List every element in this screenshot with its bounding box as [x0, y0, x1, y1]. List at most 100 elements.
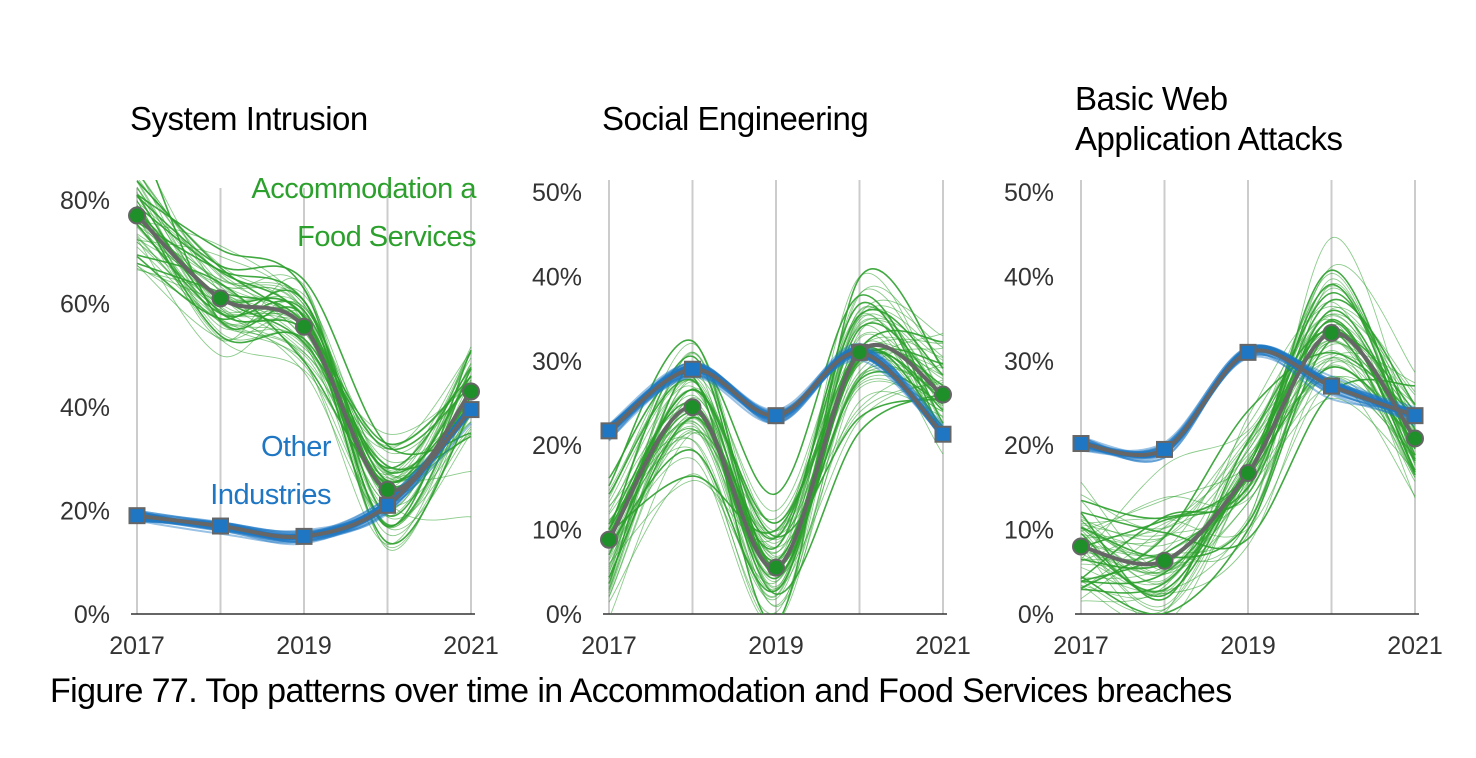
industry-simulation-line — [608, 308, 944, 540]
y-tick-label: 0% — [1018, 601, 1054, 629]
chart-title: Application Attacks — [1075, 120, 1343, 157]
industry-simulation-line — [608, 378, 944, 561]
other-data-point — [379, 496, 396, 514]
industry-simulation-line — [1080, 305, 1416, 614]
y-tick-label: 10% — [1004, 517, 1054, 545]
other-data-point — [1323, 377, 1340, 395]
industry-simulation-line — [1080, 378, 1416, 550]
other-data-point — [767, 407, 785, 425]
other-data-point — [128, 507, 146, 525]
y-tick-label: 50% — [532, 179, 582, 207]
industry-data-point — [1406, 429, 1424, 448]
y-tick-label: 80% — [60, 187, 110, 215]
industry-simulation-line — [608, 364, 944, 603]
industry-data-point — [211, 289, 230, 308]
industry-data-point — [128, 206, 146, 225]
other-data-point — [1156, 440, 1173, 458]
other-data-point — [600, 422, 618, 440]
industry-simulation-line — [136, 193, 472, 517]
y-tick-label: 20% — [60, 498, 110, 526]
industry-simulation-line — [608, 333, 944, 614]
industry-simulation-line — [608, 348, 944, 565]
x-tick-label: 2017 — [1053, 632, 1109, 660]
y-tick-label: 30% — [1004, 348, 1054, 376]
industry-data-point — [934, 385, 952, 404]
chart-panel-2: Social Engineering 0% 10% 20% 30% 40% 50% 2017 2… — [532, 100, 971, 660]
industry-simulation-line — [608, 332, 944, 591]
industry-data-point — [850, 343, 869, 362]
industry-series-label: Accommodation a — [251, 173, 477, 205]
industry-simulation-line — [608, 374, 944, 561]
industry-simulation-line — [1080, 336, 1416, 614]
industry-simulation-line — [608, 340, 944, 601]
x-tick-label: 2019 — [748, 632, 804, 660]
industry-data-point — [295, 317, 313, 336]
x-tick-label: 2021 — [1387, 632, 1443, 660]
y-tick-label: 0% — [74, 601, 110, 629]
industry-simulation-line — [1080, 330, 1416, 601]
industry-simulation-line — [136, 205, 472, 469]
industry-data-point — [1239, 464, 1257, 483]
industry-data-point — [1155, 551, 1174, 570]
industry-simulation-line — [608, 313, 944, 598]
industry-simulation-line — [1080, 351, 1416, 589]
industry-data-point — [683, 398, 702, 417]
industry-simulation-line — [155, 180, 472, 545]
chart-panel-1: System Intrusion 0% 20% 40% 60% 80% 2017 2019 20… — [60, 100, 499, 660]
industry-simulation-line — [1080, 357, 1416, 574]
industry-simulation-line — [1080, 375, 1416, 532]
y-tick-label: 30% — [532, 348, 582, 376]
industry-simulation-line — [1080, 353, 1416, 600]
industry-data-point — [600, 530, 618, 549]
industry-simulation-line — [1080, 339, 1416, 530]
y-tick-label: 40% — [1004, 263, 1054, 291]
other-data-point — [1406, 407, 1424, 425]
y-tick-label: 20% — [1004, 432, 1054, 460]
other-data-point — [295, 527, 313, 545]
figure-caption: Figure 77. Top patterns over time in Acc… — [50, 672, 1232, 710]
other-data-point — [1072, 435, 1090, 453]
x-tick-label: 2019 — [276, 632, 332, 660]
y-tick-label: 60% — [60, 291, 110, 319]
industry-median-line — [1080, 330, 1417, 567]
industry-simulation-line — [136, 200, 472, 489]
other-data-point — [1239, 343, 1257, 361]
industry-data-point — [1322, 323, 1341, 342]
industry-simulation-line — [1080, 283, 1416, 520]
industry-median-line — [135, 214, 473, 493]
other-data-point — [462, 401, 480, 419]
industry-data-point — [767, 558, 785, 577]
y-tick-label: 20% — [532, 432, 582, 460]
y-tick-label: 0% — [546, 601, 582, 629]
other-data-point — [212, 517, 229, 535]
x-tick-label: 2019 — [1220, 632, 1276, 660]
y-tick-label: 10% — [532, 517, 582, 545]
x-tick-label: 2017 — [581, 632, 637, 660]
x-tick-label: 2021 — [915, 632, 971, 660]
industry-simulation-line — [608, 347, 944, 608]
industry-simulation-line — [1080, 323, 1416, 593]
industry-simulation-line — [608, 314, 944, 591]
industry-data-point — [1072, 537, 1090, 556]
industry-series-label: Food Services — [297, 221, 476, 253]
y-tick-label: 50% — [1004, 179, 1054, 207]
industry-simulation-line — [136, 246, 472, 482]
chart-title: System Intrusion — [130, 100, 368, 137]
x-tick-label: 2017 — [109, 632, 165, 660]
other-series-label: Other — [261, 431, 332, 463]
industry-simulation-line — [1080, 309, 1416, 548]
chart-title: Basic Web — [1075, 80, 1228, 117]
industry-data-point — [378, 480, 397, 499]
industry-simulation-line — [136, 192, 472, 528]
y-tick-label: 40% — [60, 394, 110, 422]
industry-simulation-line — [608, 320, 944, 614]
industry-simulation-line — [608, 317, 944, 568]
industry-simulation-line — [1080, 314, 1416, 608]
industry-data-point — [462, 382, 480, 401]
other-data-point — [684, 360, 701, 378]
y-tick-label: 40% — [532, 263, 582, 291]
other-series-label: Industries — [210, 479, 331, 511]
chart-title: Social Engineering — [602, 100, 868, 137]
